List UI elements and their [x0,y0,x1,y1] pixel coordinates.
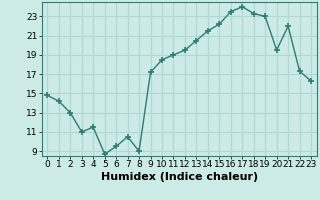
X-axis label: Humidex (Indice chaleur): Humidex (Indice chaleur) [100,172,258,182]
